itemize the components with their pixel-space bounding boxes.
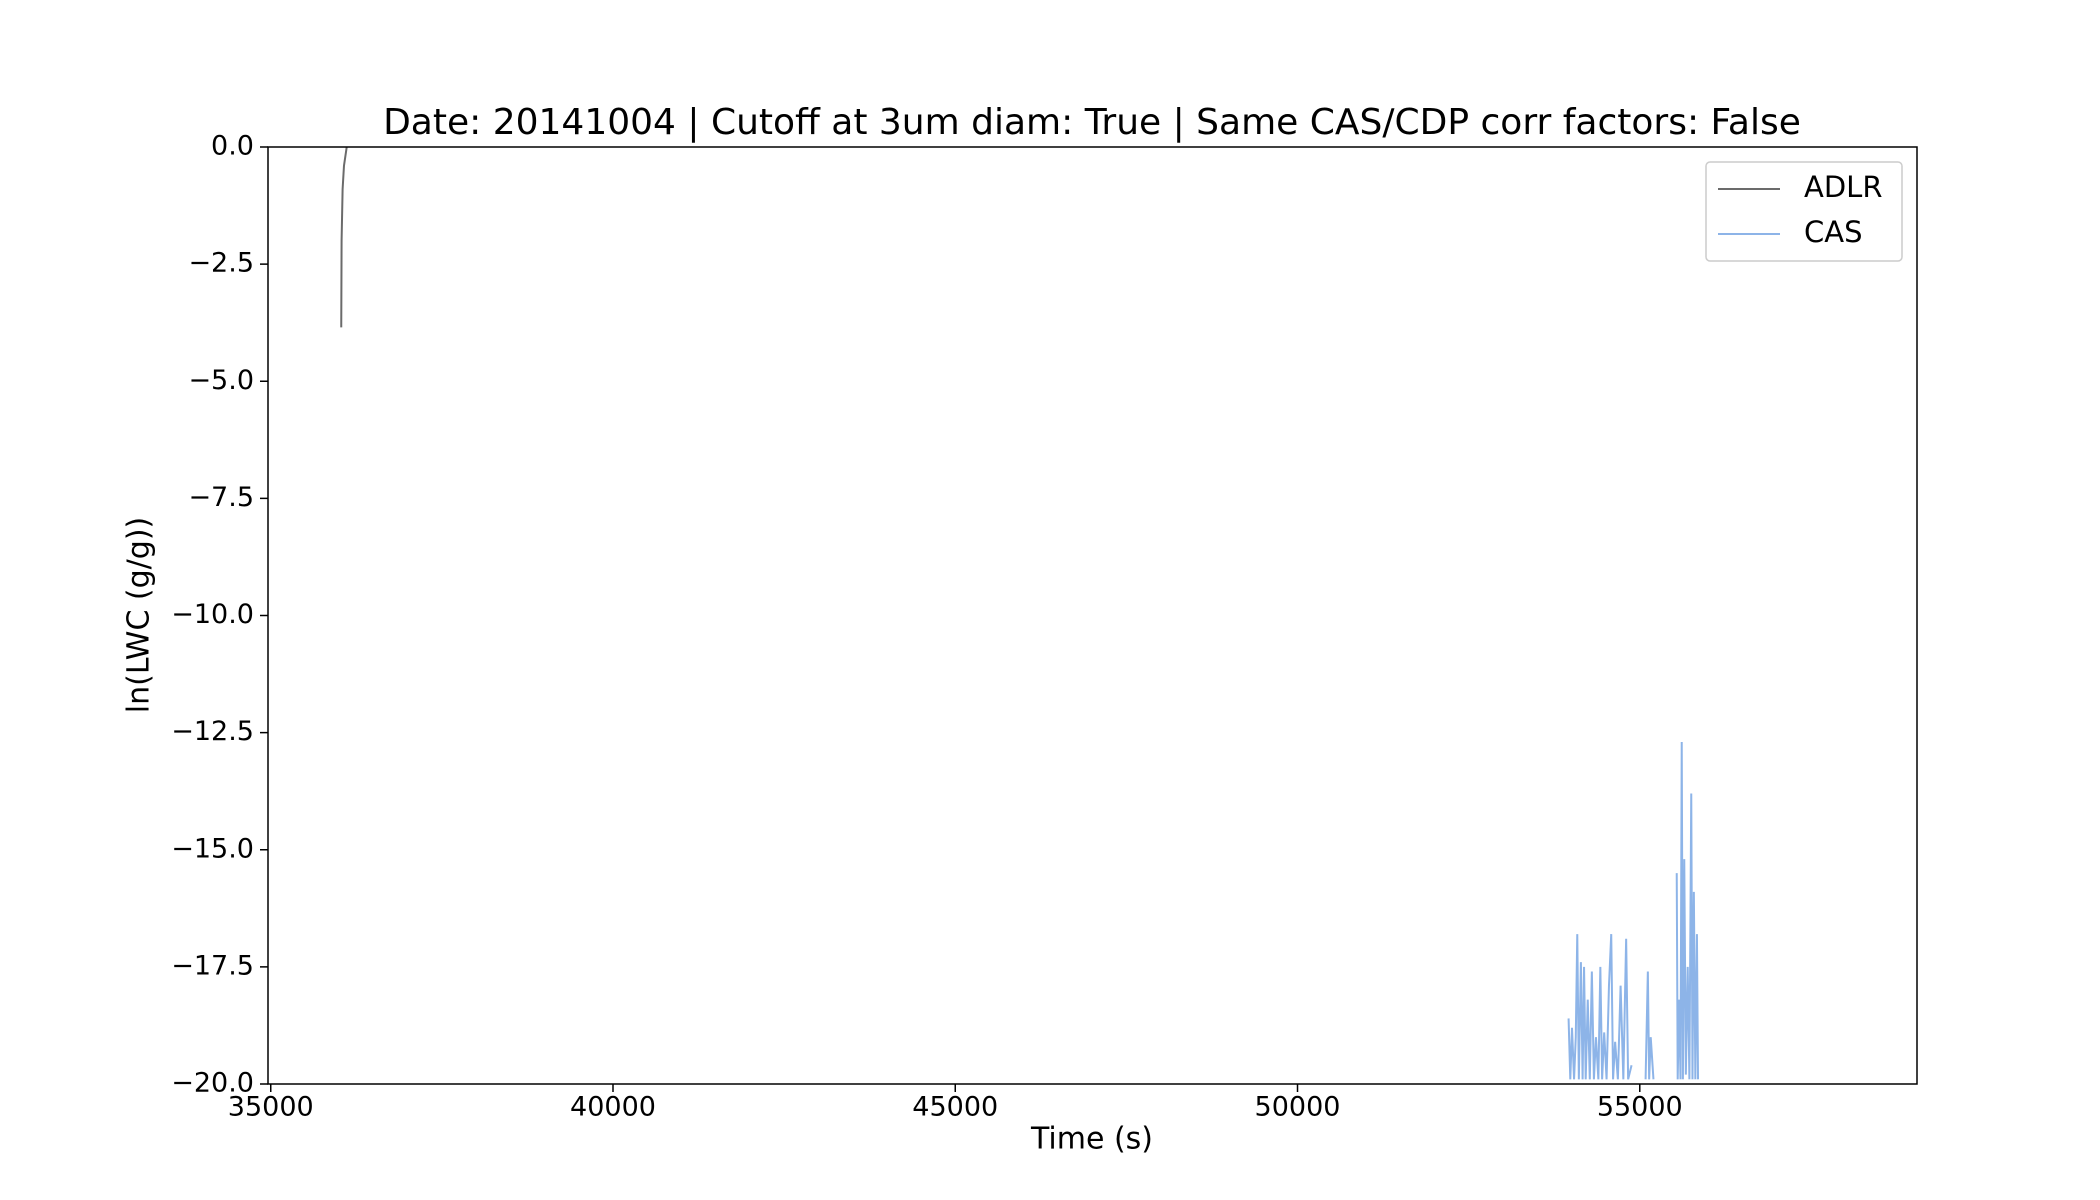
axes-frame <box>267 146 1918 1085</box>
series-line <box>340 147 348 328</box>
y-tick-label: −12.5 <box>171 716 254 747</box>
y-tick-label: −2.5 <box>188 248 254 279</box>
legend-label: ADLR <box>1804 170 1882 204</box>
legend-label: CAS <box>1804 215 1863 249</box>
y-tick-label: −7.5 <box>188 482 254 513</box>
y-tick-label: −20.0 <box>171 1068 254 1099</box>
series-line <box>1567 741 1700 1080</box>
y-tick-label: 0.0 <box>211 131 254 162</box>
x-tick-label: 35000 <box>228 1092 314 1123</box>
legend-box <box>1705 161 1903 262</box>
x-tick-label: 40000 <box>570 1092 656 1123</box>
y-tick-label: −5.0 <box>188 365 254 396</box>
y-tick-label: −10.0 <box>171 599 254 630</box>
x-tick-label: 50000 <box>1255 1092 1341 1123</box>
y-axis-label: ln(LWC (g/g)) <box>122 517 157 713</box>
x-tick-label: 55000 <box>1597 1092 1683 1123</box>
x-axis-label: Time (s) <box>1030 1122 1153 1157</box>
plot-area <box>340 147 1700 1080</box>
x-tick-label: 45000 <box>912 1092 998 1123</box>
y-tick-label: −15.0 <box>171 833 254 864</box>
chart-title: Date: 20141004 | Cutoff at 3um diam: Tru… <box>383 102 1801 143</box>
y-tick-label: −17.5 <box>171 950 254 981</box>
